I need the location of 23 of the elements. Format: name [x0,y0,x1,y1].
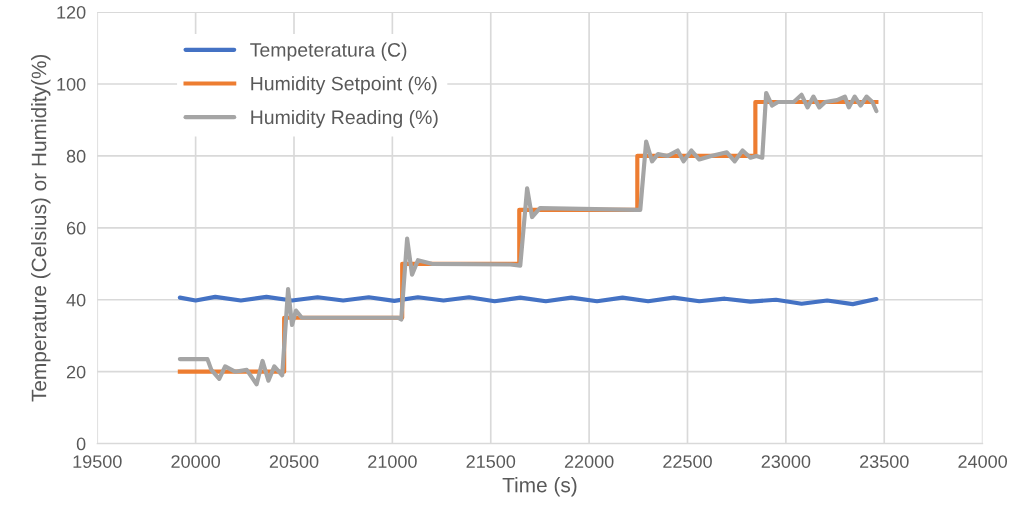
y-axis-title: Temperature (Celsius) or Humidity(%) [31,54,51,402]
x-tick-label: 21000 [368,455,417,468]
y-tick-label: 20 [66,365,86,379]
x-tick-label: 20000 [171,455,221,468]
x-tick-label: 21500 [466,455,516,468]
y-tick-label: 60 [66,221,86,235]
y-tick-label: 80 [66,149,86,163]
legend-label: Humidity Setpoint (%) [251,76,437,95]
x-tick-label: 23500 [860,455,909,468]
x-tick-label: 22500 [663,455,712,468]
line-series [177,294,879,307]
legend-label: Humidity Reading (%) [251,109,438,129]
x-tick-label: 19500 [73,455,122,468]
y-tick-label: 40 [66,293,86,307]
x-tick-label: 22000 [564,455,614,468]
y-tick-label: 100 [57,77,86,91]
x-tick-label: 20500 [269,455,319,468]
x-tick-label: 23000 [761,455,811,468]
y-tick-label: 0 [76,437,86,451]
x-tick-label: 24000 [958,455,1008,468]
legend-label: Tempeteratura (C) [250,42,407,61]
y-tick-label: 120 [57,6,86,19]
x-axis-title: Time (s) [502,477,577,497]
